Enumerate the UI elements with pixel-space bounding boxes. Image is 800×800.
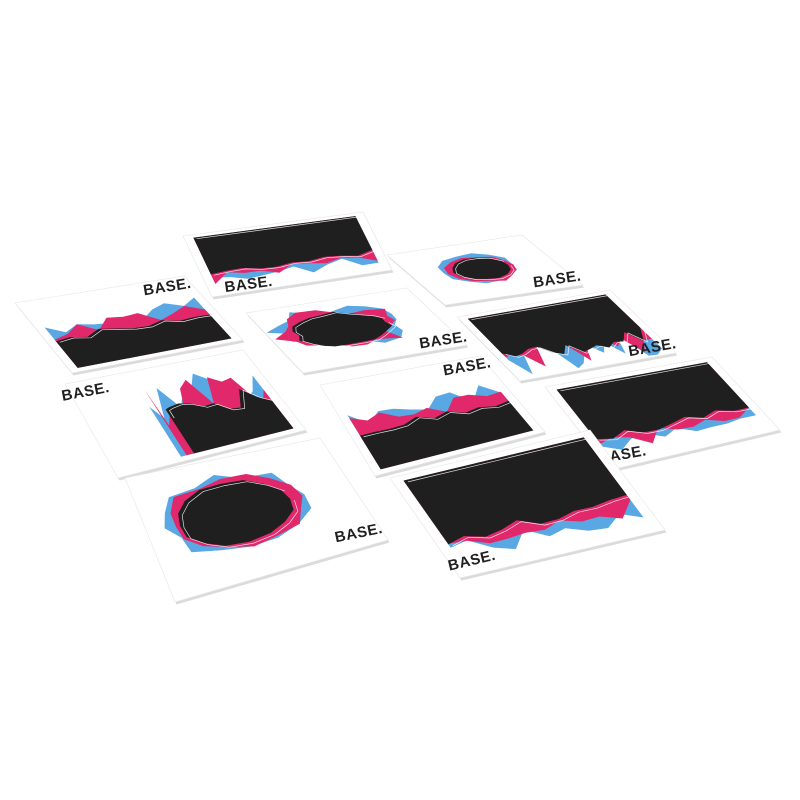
card-top-center: BASE.	[183, 212, 394, 300]
cards-layer: BASE. BASE.BASE.BASE. BASE.BASE.BASE.BASE.…	[15, 212, 782, 605]
card-middle: BASE.	[246, 288, 469, 376]
card-top-right: BASE.	[387, 235, 585, 308]
